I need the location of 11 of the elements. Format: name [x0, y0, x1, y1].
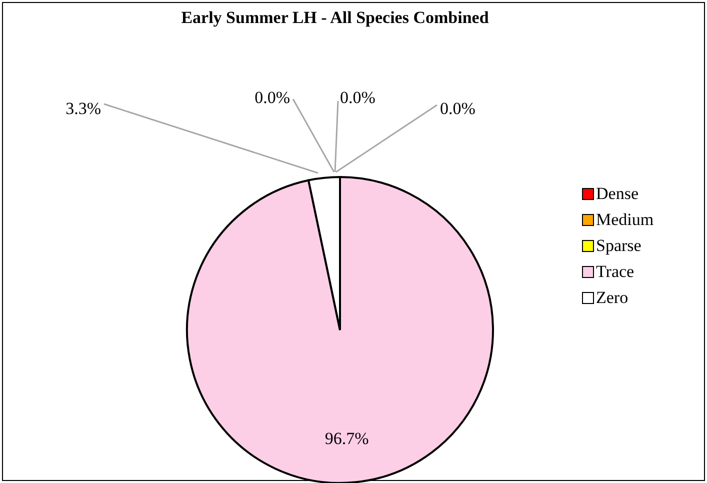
- chart-title: Early Summer LH - All Species Combined: [180, 8, 490, 28]
- data-label: 96.7%: [324, 429, 369, 448]
- legend-label: Zero: [596, 287, 628, 309]
- legend-label: Medium: [596, 209, 654, 231]
- text: 0.0%: [254, 88, 290, 107]
- legend-label: Trace: [596, 261, 634, 283]
- text: 0.0%: [340, 88, 376, 107]
- data-label: 3.3%: [66, 99, 101, 118]
- text: 0.0%: [440, 99, 476, 118]
- legend-label: Dense: [596, 183, 638, 205]
- legend-label: Sparse: [596, 235, 642, 257]
